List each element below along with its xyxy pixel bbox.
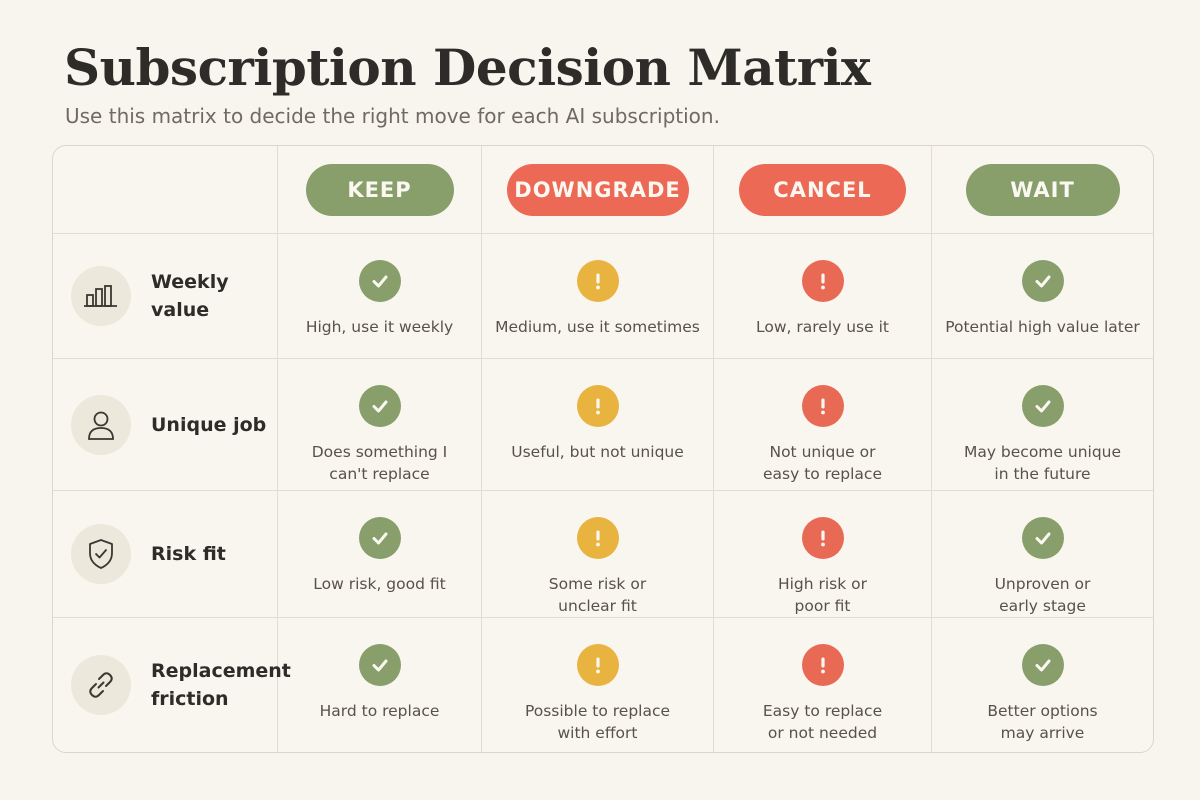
warning-icon [576,385,619,427]
column-header-cancel: CANCEL [714,146,932,234]
cell-text: High risk or poor fit [777,575,868,615]
alert-icon [801,644,844,686]
criterion-risk-fit: Risk fit [53,491,278,618]
cell-risk-fit-downgrade: Some risk or unclear fit [482,491,714,618]
cell-risk-fit-cancel: High risk or poor fit [714,491,932,618]
check-icon [358,517,401,559]
check-icon [1021,517,1064,559]
corner-cell [53,146,278,234]
criterion-replacement-friction: Replacement friction [53,618,291,752]
alert-icon [801,385,844,427]
criterion-label: Risk fit [151,543,226,565]
warning-icon [576,260,619,302]
cell-replacement-friction-downgrade: Possible to replace with effort [482,618,714,752]
bar-chart-icon [71,266,131,326]
warning-icon [576,644,619,686]
cell-replacement-friction-keep: Hard to replace [278,618,482,752]
column-header-keep: KEEP [278,146,482,234]
cell-text: Useful, but not unique [511,443,684,461]
shield-check-icon [71,524,131,584]
cell-weekly-value-cancel: Low, rarely use it [714,234,932,359]
cell-text: Potential high value later [945,318,1140,336]
cell-text: Low risk, good fit [313,575,446,593]
cell-replacement-friction-wait: Better options may arrive [932,618,1153,752]
cell-text: Low, rarely use it [756,318,889,336]
column-header-wait: WAIT [932,146,1153,234]
cell-text: Does something I can't replace [311,443,448,483]
cell-text: High, use it weekly [305,318,454,336]
cell-text: Unproven or early stage [994,575,1091,615]
cell-weekly-value-wait: Potential high value later [932,234,1153,359]
warning-icon [576,517,619,559]
cell-text: Easy to replace or not needed [762,702,883,742]
cell-unique-job-wait: May become unique in the future [932,359,1153,491]
alert-icon [801,517,844,559]
cell-text: May become unique in the future [963,443,1122,483]
cell-risk-fit-keep: Low risk, good fit [278,491,482,618]
criterion-label: Unique job [151,413,267,436]
cell-text: Medium, use it sometimes [495,318,700,336]
criterion-weekly-value: Weekly value [53,234,278,359]
cell-replacement-friction-cancel: Easy to replace or not needed [714,618,932,752]
keep-pill: KEEP [305,163,454,216]
cell-text: Not unique or easy to replace [763,443,882,483]
check-icon [358,385,401,427]
criterion-label: Replacement friction [151,660,291,710]
link-icon [71,655,131,715]
criterion-label: Weekly value [151,271,229,321]
cell-weekly-value-downgrade: Medium, use it sometimes [482,234,714,359]
check-icon [1021,644,1064,686]
column-header-downgrade: DOWNGRADE [482,146,714,234]
check-icon [358,260,401,302]
cell-risk-fit-wait: Unproven or early stage [932,491,1153,618]
downgrade-pill: DOWNGRADE [506,163,689,216]
cell-weekly-value-keep: High, use it weekly [278,234,482,359]
person-icon [71,394,131,455]
wait-pill: WAIT [965,163,1120,216]
cell-text: Some risk or unclear fit [548,575,647,615]
page-title: Subscription Decision Matrix [64,38,871,97]
cell-unique-job-downgrade: Useful, but not unique [482,359,714,491]
cell-text: Hard to replace [319,702,440,720]
cell-unique-job-cancel: Not unique or easy to replace [714,359,932,491]
cell-text: Better options may arrive [987,702,1098,742]
criterion-unique-job: Unique job [53,359,278,491]
decision-matrix: KEEP DOWNGRADE CANCEL WAIT Weekly value … [52,145,1154,753]
page-subtitle: Use this matrix to decide the right move… [65,104,720,128]
check-icon [358,644,401,686]
cell-text: Possible to replace with effort [524,702,671,742]
cell-unique-job-keep: Does something I can't replace [278,359,482,491]
check-icon [1021,385,1064,427]
alert-icon [801,260,844,302]
cancel-pill: CANCEL [739,163,906,216]
check-icon [1021,260,1064,302]
